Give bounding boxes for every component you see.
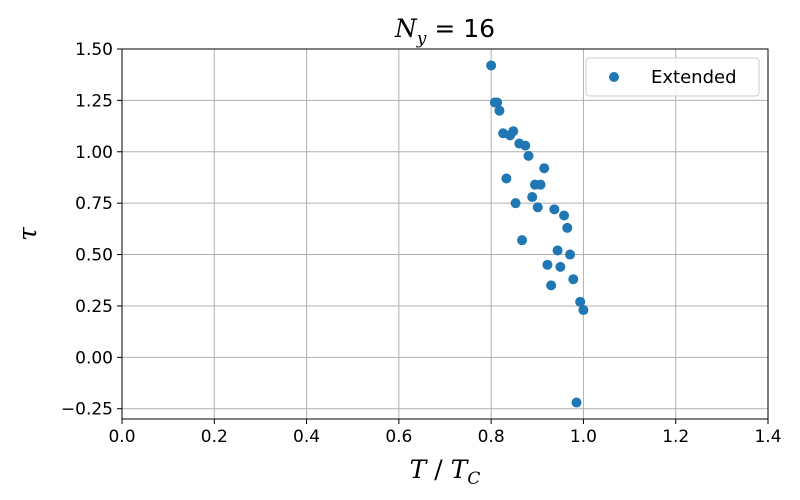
- data-point: [559, 210, 570, 221]
- data-point: [527, 192, 538, 202]
- data-point: [571, 397, 582, 408]
- legend-box: [585, 57, 760, 97]
- data-points: [486, 60, 589, 408]
- x-tick-label: 0.8: [478, 427, 505, 447]
- data-point: [568, 274, 579, 285]
- data-point: [549, 204, 560, 215]
- plot-frame: [121, 48, 769, 420]
- y-tick-label: 0.75: [75, 194, 113, 214]
- data-point: [523, 150, 534, 161]
- data-point: [555, 261, 566, 272]
- data-point: [520, 140, 531, 151]
- y-tick-label: 1.00: [75, 143, 113, 163]
- x-tick-label: 0.0: [108, 427, 135, 447]
- legend-marker-extended: [609, 72, 619, 82]
- x-axis-ticks: 0.0 0.2 0.4 0.6 0.8 1.0 1.2 1.4: [108, 419, 782, 447]
- data-point: [575, 296, 586, 307]
- data-point: [535, 179, 546, 190]
- legend-label-extended: Extended: [651, 67, 737, 88]
- x-tick-label: 0.2: [201, 427, 228, 447]
- legend: Extended: [585, 57, 760, 97]
- data-point: [486, 60, 497, 71]
- data-point: [546, 280, 557, 291]
- data-point: [552, 245, 563, 256]
- data-point: [510, 198, 521, 209]
- x-tick-label: 1.4: [754, 427, 781, 447]
- chart-title: Ny = 16: [394, 14, 495, 49]
- data-point: [562, 222, 573, 233]
- x-tick-label: 1.2: [662, 427, 689, 447]
- data-point: [542, 259, 553, 270]
- y-tick-label: 0.00: [75, 348, 113, 368]
- y-tick-label: −0.25: [61, 400, 113, 420]
- y-axis-label: τ: [13, 226, 42, 241]
- x-tick-label: 1.0: [570, 427, 597, 447]
- y-axis-ticks: −0.25 0.00 0.25 0.50 0.75 1.00 1.25 1.50: [61, 40, 122, 420]
- data-point: [539, 163, 550, 174]
- y-tick-label: 1.50: [75, 40, 113, 60]
- x-axis-label: T / TC: [410, 455, 481, 489]
- y-tick-label: 1.25: [75, 91, 113, 111]
- y-tick-label: 0.50: [75, 246, 113, 266]
- y-tick-label: 0.25: [75, 297, 113, 317]
- data-point: [508, 126, 519, 137]
- data-point: [532, 202, 543, 213]
- data-point: [494, 105, 505, 116]
- data-point: [492, 97, 503, 108]
- x-tick-label: 0.6: [385, 427, 412, 447]
- data-point: [565, 249, 576, 260]
- data-point: [517, 235, 528, 246]
- data-point: [501, 173, 512, 184]
- data-point: [578, 305, 589, 316]
- x-tick-label: 0.4: [293, 427, 320, 447]
